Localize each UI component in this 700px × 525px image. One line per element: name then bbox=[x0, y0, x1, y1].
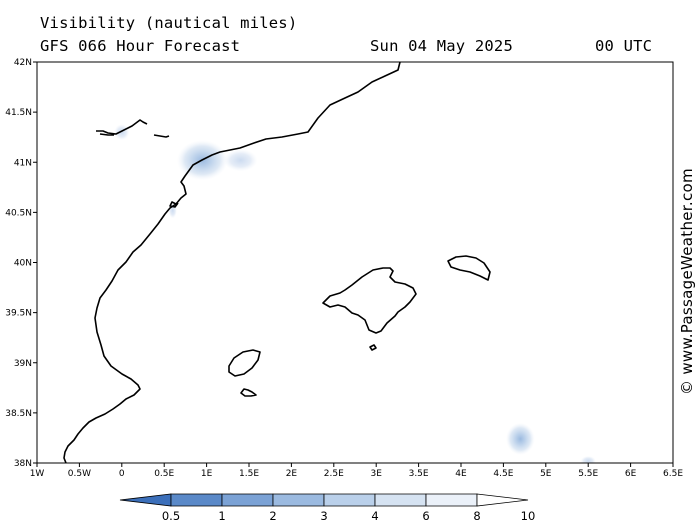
y-tick-label: 38N bbox=[14, 459, 32, 469]
map-frame bbox=[36, 61, 674, 464]
legend-label: 8 bbox=[473, 509, 480, 523]
y-tick-label: 41.5N bbox=[5, 108, 32, 118]
legend-swatch bbox=[374, 493, 427, 507]
reduced-visibility-area bbox=[505, 422, 535, 455]
cabrera-coastline bbox=[369, 344, 377, 351]
reduced-visibility-area bbox=[580, 455, 596, 463]
spain-coastline bbox=[63, 62, 401, 463]
x-tick-label: 0.5W bbox=[68, 469, 91, 479]
reduced-visibility-area bbox=[223, 149, 258, 172]
y-tick-label: 39N bbox=[14, 359, 32, 369]
legend-swatch bbox=[323, 493, 376, 507]
legend-label: 0.5 bbox=[162, 509, 180, 523]
mallorca-coastline bbox=[322, 267, 417, 334]
chart-title: Visibility (nautical miles) bbox=[40, 14, 298, 32]
legend-swatch bbox=[272, 493, 325, 507]
forecast-time: 00 UTC bbox=[595, 37, 653, 55]
y-tick-label: 38.5N bbox=[5, 409, 32, 419]
x-tick-label: 0.5E bbox=[154, 469, 174, 479]
y-tick-label: 40.5N bbox=[5, 208, 32, 218]
x-tick-label: 4.5E bbox=[493, 469, 513, 479]
x-tick-label: 6E bbox=[625, 469, 637, 479]
formentera-coastline bbox=[240, 388, 257, 397]
menorca-coastline bbox=[447, 255, 491, 281]
x-tick-label: 1.5E bbox=[239, 469, 259, 479]
visibility-shading bbox=[114, 124, 596, 463]
legend-swatch bbox=[476, 493, 529, 507]
legend-label: 6 bbox=[422, 509, 429, 523]
x-tick-label: 3.5E bbox=[409, 469, 429, 479]
x-tick-label: 2.5E bbox=[324, 469, 344, 479]
ibiza-coastline bbox=[228, 349, 261, 377]
x-tick-label: 4E bbox=[455, 469, 467, 479]
x-tick-label: 3E bbox=[370, 469, 382, 479]
legend-swatch bbox=[170, 493, 223, 507]
reduced-visibility-area bbox=[114, 124, 130, 141]
forecast-date: Sun 04 May 2025 bbox=[370, 37, 513, 55]
legend-swatch bbox=[119, 493, 172, 507]
coastline bbox=[63, 62, 491, 463]
legend-label: 3 bbox=[320, 509, 327, 523]
x-tick-label: 5E bbox=[540, 469, 552, 479]
inland-water-2 bbox=[153, 134, 170, 138]
legend-swatch bbox=[425, 493, 478, 507]
legend-label: 1 bbox=[218, 509, 225, 523]
forecast-model: GFS 066 Hour Forecast bbox=[40, 37, 241, 55]
y-tick-label: 40N bbox=[14, 259, 32, 269]
ebro-delta-coastline bbox=[169, 201, 179, 208]
axis-ticks: 1W 0.5W 0 0.5E 1E 1.5E 2E 2.5E 3E 3.5E 4E 4.5E 5E 5.5… bbox=[5, 58, 683, 479]
x-tick-label: 2E bbox=[286, 469, 298, 479]
x-tick-label: 5.5E bbox=[578, 469, 598, 479]
x-tick-label: 1W bbox=[30, 469, 45, 479]
x-tick-label: 0 bbox=[119, 469, 125, 479]
x-tick-label: 6.5E bbox=[663, 469, 683, 479]
y-tick-label: 41N bbox=[14, 158, 32, 168]
color-legend: 0.5 1 2 3 4 6 8 10 bbox=[119, 493, 536, 523]
legend-label: 4 bbox=[371, 509, 378, 523]
x-tick-label: 1E bbox=[201, 469, 213, 479]
inland-water-1 bbox=[96, 119, 148, 136]
y-tick-label: 39.5N bbox=[5, 309, 32, 319]
legend-label: 2 bbox=[269, 509, 276, 523]
legend-swatch bbox=[221, 493, 274, 507]
y-tick-label: 42N bbox=[14, 58, 32, 68]
site-watermark: © www.PassageWeather.com bbox=[678, 168, 696, 395]
legend-label: 10 bbox=[521, 509, 536, 523]
